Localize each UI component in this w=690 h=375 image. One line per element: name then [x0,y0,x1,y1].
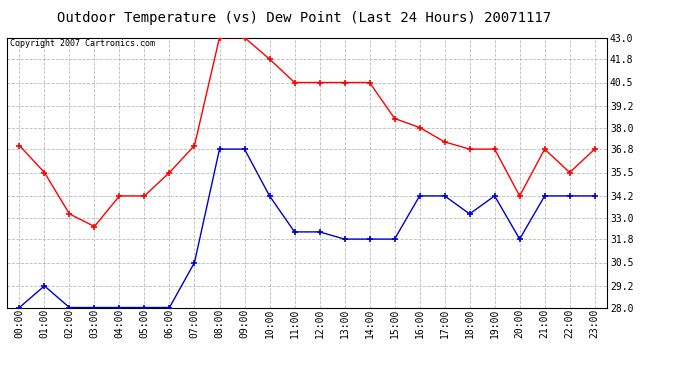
Text: Copyright 2007 Cartronics.com: Copyright 2007 Cartronics.com [10,39,155,48]
Text: Outdoor Temperature (vs) Dew Point (Last 24 Hours) 20071117: Outdoor Temperature (vs) Dew Point (Last… [57,11,551,25]
